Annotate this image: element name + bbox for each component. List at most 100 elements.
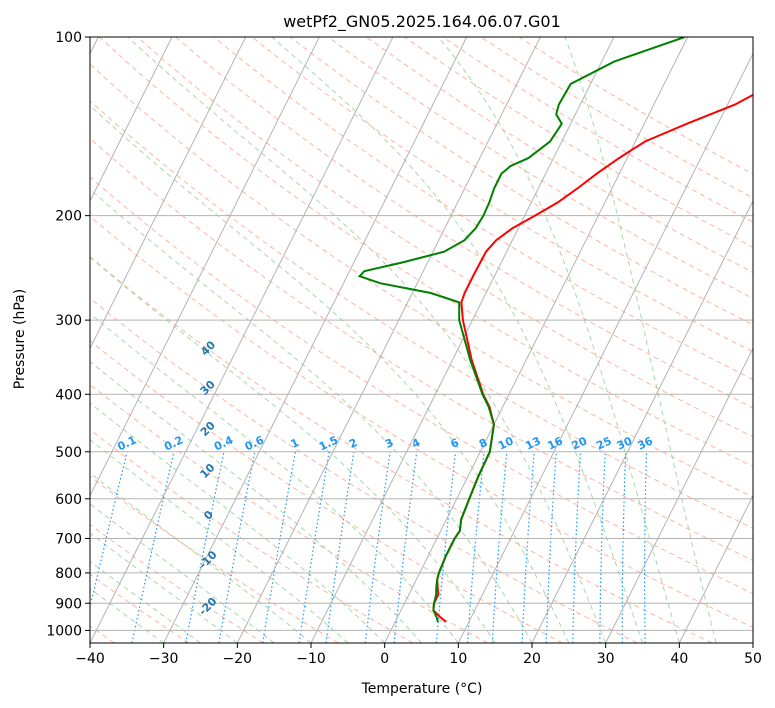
mixing-ratio-label: 4: [410, 436, 423, 451]
mixing-ratio-label: 0.6: [243, 433, 266, 453]
mixing-ratio-line: [466, 451, 485, 643]
x-tick-label: 10: [449, 651, 467, 667]
dry-adiabat-label: 0: [201, 508, 216, 523]
dry-adiabat: [251, 37, 753, 353]
y-tick-label: 300: [55, 313, 82, 329]
dry-adiabat: [90, 215, 753, 628]
moist-adiabat: [271, 37, 643, 643]
dry-adiabat: [90, 297, 638, 643]
isotherm: [90, 37, 320, 497]
dry-adiabat: [480, 37, 753, 199]
x-tick-label: −30: [149, 651, 179, 667]
moist-adiabat: [90, 256, 496, 643]
dry-adiabat: [90, 176, 753, 595]
moist-adiabat: [90, 402, 386, 643]
dry-adiabat-label: 30: [198, 378, 218, 398]
mixing-ratio-line: [393, 451, 418, 643]
moist-adiabat: [564, 37, 717, 643]
isotherm: [678, 494, 753, 643]
mixing-ratio-label: 13: [523, 434, 542, 452]
mixing-ratio-line: [545, 451, 557, 643]
dry-adiabat: [90, 100, 753, 529]
moist-adiabat: [90, 439, 349, 643]
temperature-profile: [432, 93, 753, 623]
mixing-ratio-label: 0.1: [115, 433, 138, 453]
x-tick-label: −40: [75, 651, 105, 667]
y-tick-label: 200: [55, 209, 82, 225]
mixing-ratio-label: 25: [594, 434, 613, 452]
y-axis-label: Pressure (hPa): [12, 289, 28, 389]
dry-adiabat: [289, 37, 753, 326]
mixing-ratio-line: [621, 451, 627, 643]
moist-adiabat: [90, 312, 459, 643]
x-tick-label: −20: [223, 651, 253, 667]
mixing-ratio-label: 1.5: [317, 433, 340, 453]
dry-adiabat: [213, 37, 753, 381]
dry-adiabat: [90, 523, 264, 643]
moist-adiabat: [90, 532, 238, 643]
mixing-ratio-line: [364, 451, 391, 643]
dry-adiabat: [175, 37, 753, 409]
isotherm: [163, 37, 468, 643]
moist-adiabat: [90, 560, 201, 643]
y-tick-label: 700: [55, 532, 82, 548]
mixing-ratio-label: 0.4: [212, 433, 235, 453]
dewpoint-profile: [357, 37, 686, 623]
mixing-ratio-label: 20: [570, 434, 590, 452]
dry-adiabat: [366, 37, 753, 273]
dry-adiabat: [404, 37, 753, 248]
isotherm: [457, 52, 753, 643]
mixing-ratio-label: 36: [636, 434, 656, 452]
dry-adiabat: [90, 256, 712, 643]
moist-adiabat: [90, 360, 422, 643]
dry-adiabat: [90, 340, 563, 643]
dry-adiabat: [90, 137, 753, 562]
dry-adiabat: [327, 37, 753, 299]
mixing-ratio-line: [435, 451, 457, 643]
y-tick-label: 500: [55, 445, 82, 461]
mixing-ratio-line: [131, 451, 175, 643]
moist-adiabat: [90, 472, 312, 643]
moist-adiabat: [90, 104, 570, 643]
isotherm: [90, 37, 173, 203]
x-tick-label: 30: [597, 651, 615, 667]
isotherm: [90, 37, 247, 350]
mixing-ratio-label: 6: [449, 436, 462, 451]
y-tick-label: 1000: [46, 623, 82, 639]
x-tick-label: 50: [744, 651, 762, 667]
x-tick-label: 20: [523, 651, 541, 667]
dry-adiabat-label: 40: [198, 338, 218, 358]
x-axis-ticks: −40 −30 −20 −10 0 10 20 30 40 50: [75, 643, 762, 667]
isotherm: [531, 199, 753, 643]
y-axis-ticks: 100 200 300 400 500 600 700 800 900 1000: [46, 30, 90, 639]
plot-frame: [89, 36, 754, 644]
mixing-ratio-line: [644, 451, 648, 643]
dry-adiabat: [90, 475, 339, 643]
moist-adiabat: [127, 37, 607, 643]
isotherm: [310, 37, 615, 643]
dry-adiabat: [90, 573, 190, 643]
mixing-ratio-line: [599, 451, 606, 643]
mixing-ratio-line: [521, 451, 535, 643]
x-tick-label: −10: [296, 651, 326, 667]
mixing-ratio-line: [90, 451, 128, 610]
mixing-ratio-label: 3: [383, 436, 395, 451]
dry-adiabat: [90, 384, 488, 643]
mixing-ratio-label: 2: [347, 436, 359, 451]
isotherm: [384, 37, 689, 643]
mixing-ratio-label: 1: [289, 436, 301, 451]
mixing-ratio-label: 0.2: [162, 433, 185, 453]
y-tick-label: 100: [55, 30, 82, 46]
isotherm: [236, 37, 541, 643]
mixing-ratio-label: 16: [546, 434, 566, 452]
mixing-ratio-line: [325, 451, 355, 643]
moist-adiabat: [90, 503, 275, 643]
mixing-ratio-label: 10: [496, 434, 516, 452]
isotherm: [605, 347, 753, 643]
y-tick-label: 400: [55, 387, 82, 403]
isotherm: [752, 641, 753, 643]
chart-title: wetPf2_GN05.2025.164.06.07.G01: [283, 12, 561, 32]
y-tick-label: 800: [55, 566, 82, 582]
